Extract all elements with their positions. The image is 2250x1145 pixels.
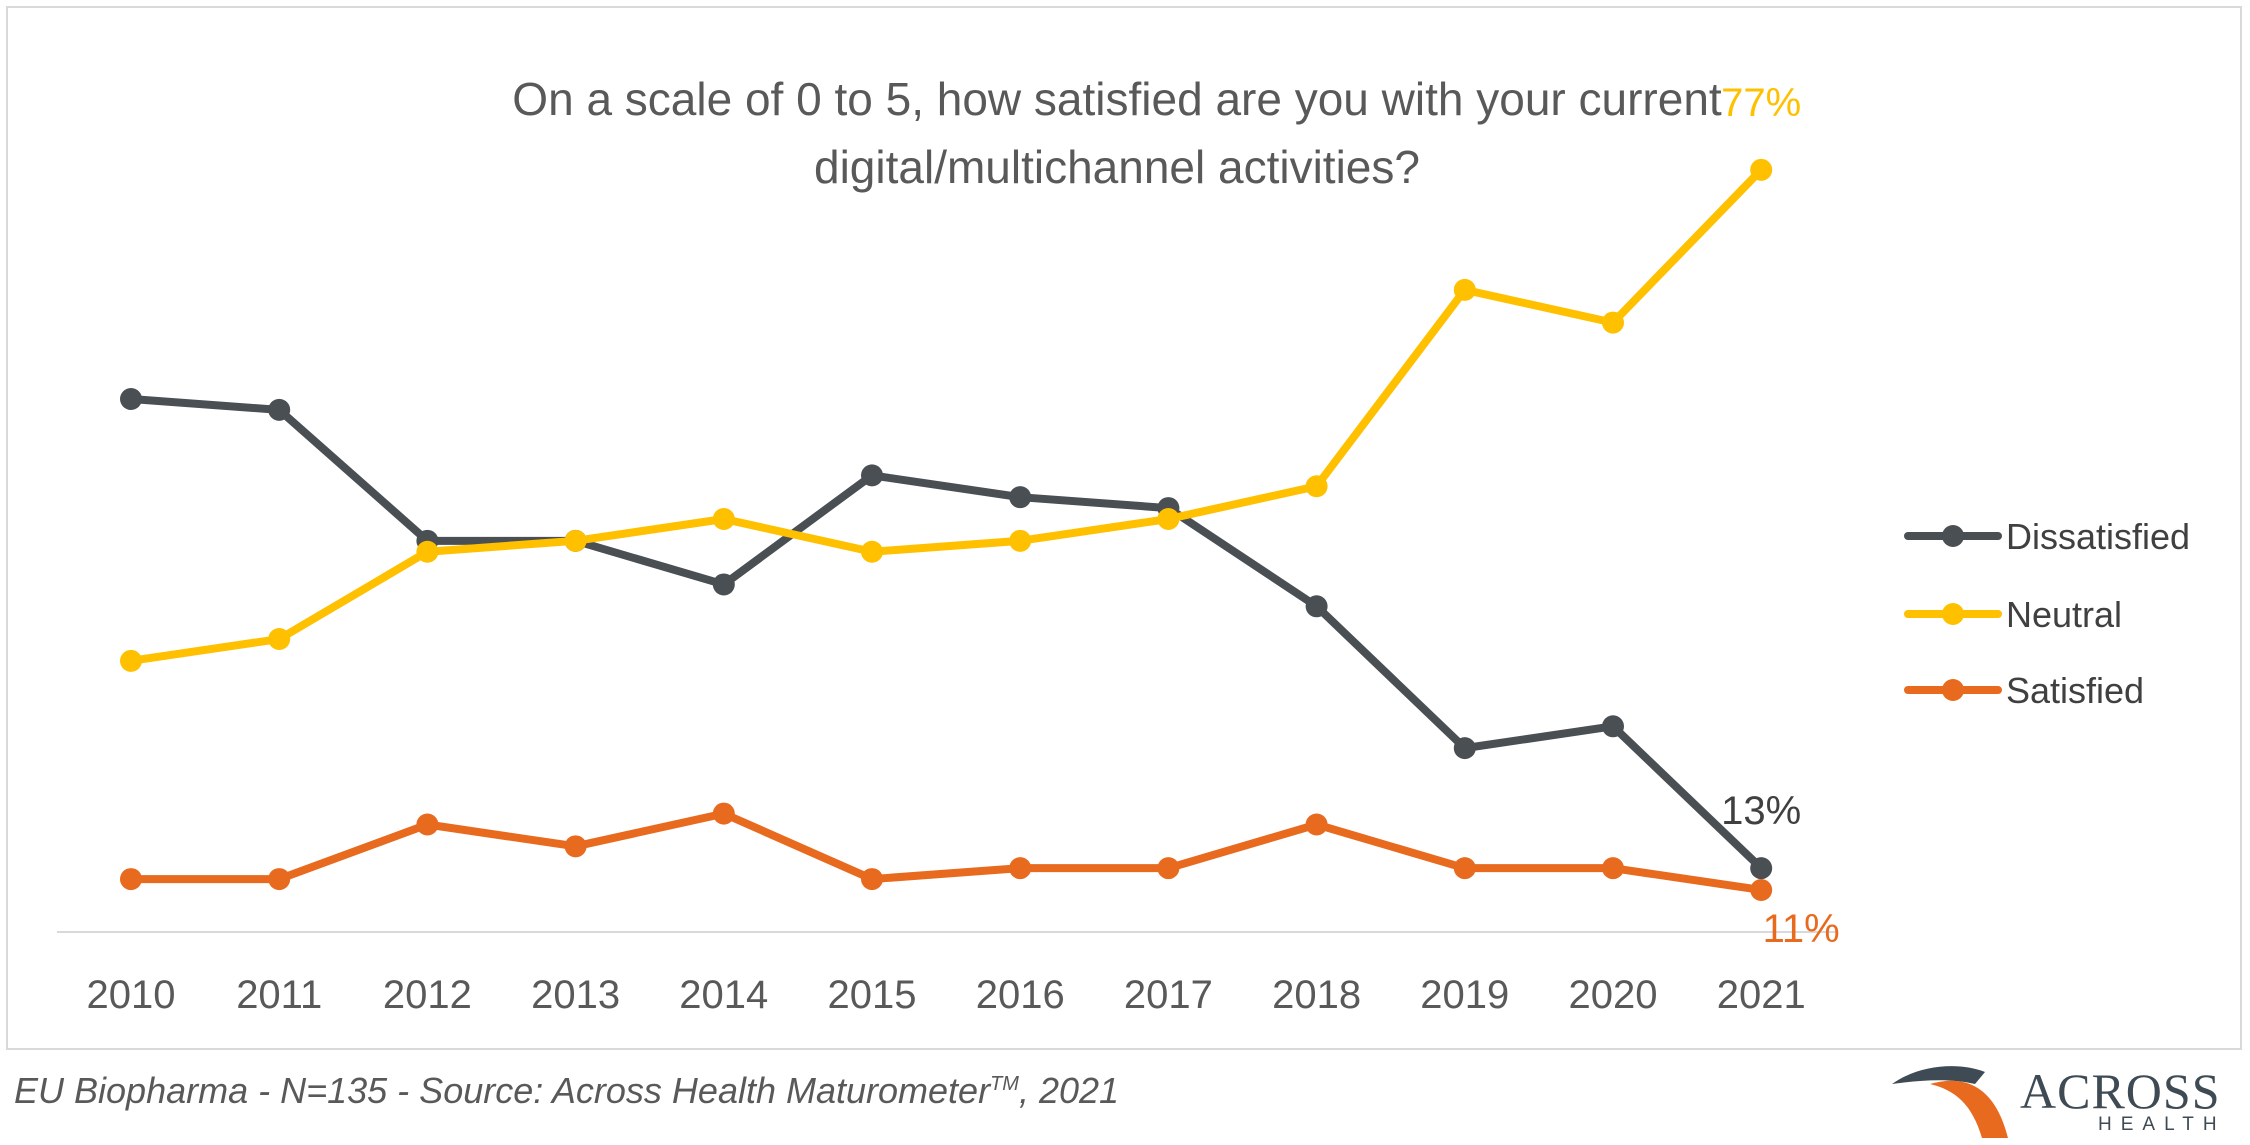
data-labels: 77% 13% 11% [1721, 81, 1840, 951]
x-tick-label: 2018 [1272, 973, 1361, 1017]
x-tick-labels: 2010 2011 2012 2013 2014 2015 2016 2017 2018 2019… [87, 973, 1806, 1017]
x-tick-label: 2019 [1420, 973, 1509, 1017]
across-health-logo: ACROSS HEALTH [1890, 1062, 2240, 1140]
data-label: 11% [1763, 907, 1840, 951]
data-point [120, 387, 142, 410]
data-point [416, 813, 439, 836]
series-line [127, 394, 1766, 873]
data-point [861, 464, 883, 487]
data-point [1602, 857, 1624, 880]
legend-item-dissatisfied: Dissatisfied [1904, 516, 2190, 557]
data-point [1750, 158, 1773, 181]
x-tick-label: 2020 [1569, 973, 1658, 1017]
x-tick-label: 2014 [679, 973, 768, 1017]
source-note: EU Biopharma - N=135 - Source: Across He… [14, 1070, 1119, 1112]
data-point [1305, 595, 1328, 618]
data-point [712, 802, 735, 825]
series-dissatisfied [120, 387, 1773, 880]
legend-marker [1942, 525, 1964, 547]
data-point [1602, 715, 1624, 738]
data-point [712, 508, 735, 530]
legend-label: Neutral [2006, 594, 2122, 635]
chart-title: On a scale of 0 to 5, how satisfied are … [512, 73, 1722, 193]
data-point [564, 835, 587, 858]
data-label: 13% [1721, 789, 1801, 833]
data-point [120, 649, 142, 672]
legend-item-neutral: Neutral [1904, 594, 2122, 635]
chart-title-line: digital/multichannel activities? [814, 141, 1420, 193]
series-line [127, 809, 1766, 894]
data-point [1009, 857, 1032, 880]
data-label: 77% [1721, 81, 1801, 125]
legend: Dissatisfied Neutral Satisfied [1904, 516, 2190, 711]
data-point [861, 540, 883, 563]
x-tick-label: 2015 [828, 973, 917, 1017]
x-tick-label: 2021 [1717, 973, 1806, 1017]
x-tick-label: 2016 [976, 973, 1065, 1017]
data-point [712, 573, 735, 596]
data-point [564, 529, 587, 552]
data-point [1305, 475, 1328, 498]
logo-subtitle: HEALTH [2098, 1114, 2226, 1135]
data-point [1157, 508, 1180, 530]
data-point [120, 868, 142, 891]
x-tick-label: 2011 [236, 973, 322, 1017]
data-point [268, 628, 291, 651]
legend-marker [1942, 603, 1964, 625]
data-point [1157, 857, 1180, 880]
x-tick-label: 2010 [87, 973, 176, 1017]
trademark-mark: TM [990, 1073, 1019, 1095]
data-point [1009, 529, 1032, 552]
data-point [268, 398, 291, 421]
data-point [1602, 311, 1624, 334]
series-line [127, 165, 1766, 665]
legend-label: Satisfied [2006, 670, 2144, 711]
data-point [1009, 486, 1032, 509]
legend-item-satisfied: Satisfied [1904, 670, 2144, 711]
data-point [268, 868, 291, 891]
series-neutral [120, 158, 1773, 672]
data-point [1453, 737, 1476, 760]
chart-title-line: On a scale of 0 to 5, how satisfied are … [512, 73, 1722, 125]
data-point [416, 540, 439, 563]
logo-mark-icon [1892, 1066, 2008, 1138]
source-text: EU Biopharma - N=135 - Source: Across He… [14, 1070, 991, 1111]
legend-marker [1942, 679, 1964, 701]
data-point [1453, 278, 1476, 301]
series-group [120, 158, 1773, 901]
x-tick-label: 2013 [531, 973, 620, 1017]
legend-label: Dissatisfied [2006, 516, 2190, 557]
x-tick-label: 2017 [1124, 973, 1213, 1017]
data-point [1750, 878, 1773, 901]
x-tick-label: 2012 [383, 973, 472, 1017]
series-satisfied [120, 802, 1773, 901]
logo-wordmark: ACROSS [2020, 1063, 2221, 1119]
source-year: , 2021 [1018, 1070, 1120, 1111]
data-point [1305, 813, 1328, 836]
data-point [1453, 857, 1476, 880]
data-point [1750, 857, 1773, 880]
data-point [861, 868, 883, 891]
